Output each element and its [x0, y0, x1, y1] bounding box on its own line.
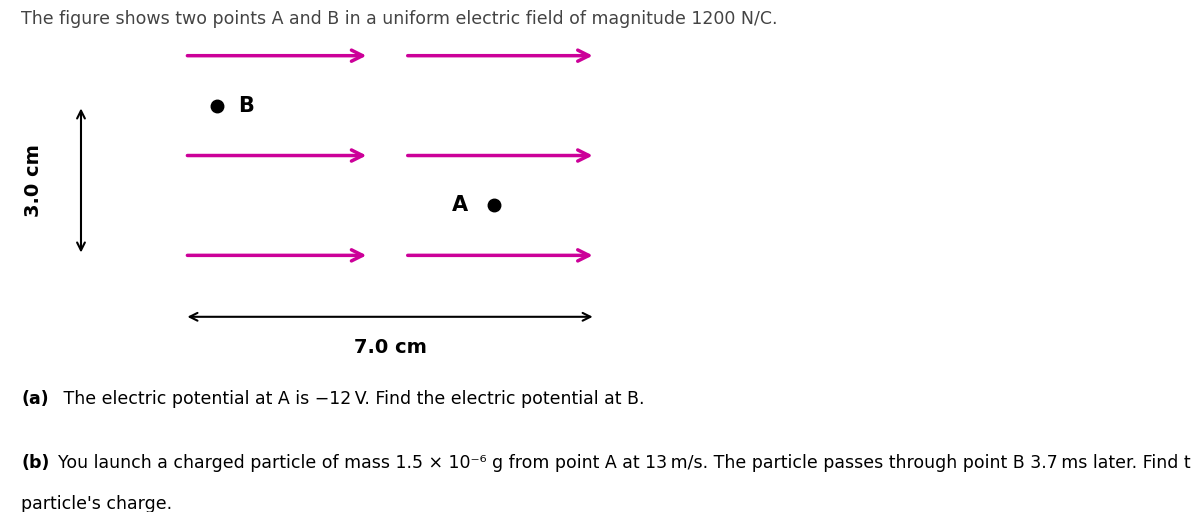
Text: You launch a charged particle of mass 1.5 × 10⁻⁶ g from point A at 13 m/s. The p: You launch a charged particle of mass 1.…	[58, 454, 1191, 472]
Text: 3.0 cm: 3.0 cm	[24, 144, 43, 217]
Text: The figure shows two points A and B in a uniform electric field of magnitude 120: The figure shows two points A and B in a…	[21, 10, 778, 28]
Text: particle's charge.: particle's charge.	[21, 496, 173, 512]
Text: The electric potential at A is −12 V. Find the electric potential at B.: The electric potential at A is −12 V. Fi…	[58, 390, 644, 409]
Text: (a): (a)	[21, 390, 49, 409]
Text: A: A	[451, 196, 468, 216]
Text: B: B	[238, 96, 254, 116]
Text: 7.0 cm: 7.0 cm	[354, 338, 428, 357]
Text: (b): (b)	[21, 454, 50, 472]
